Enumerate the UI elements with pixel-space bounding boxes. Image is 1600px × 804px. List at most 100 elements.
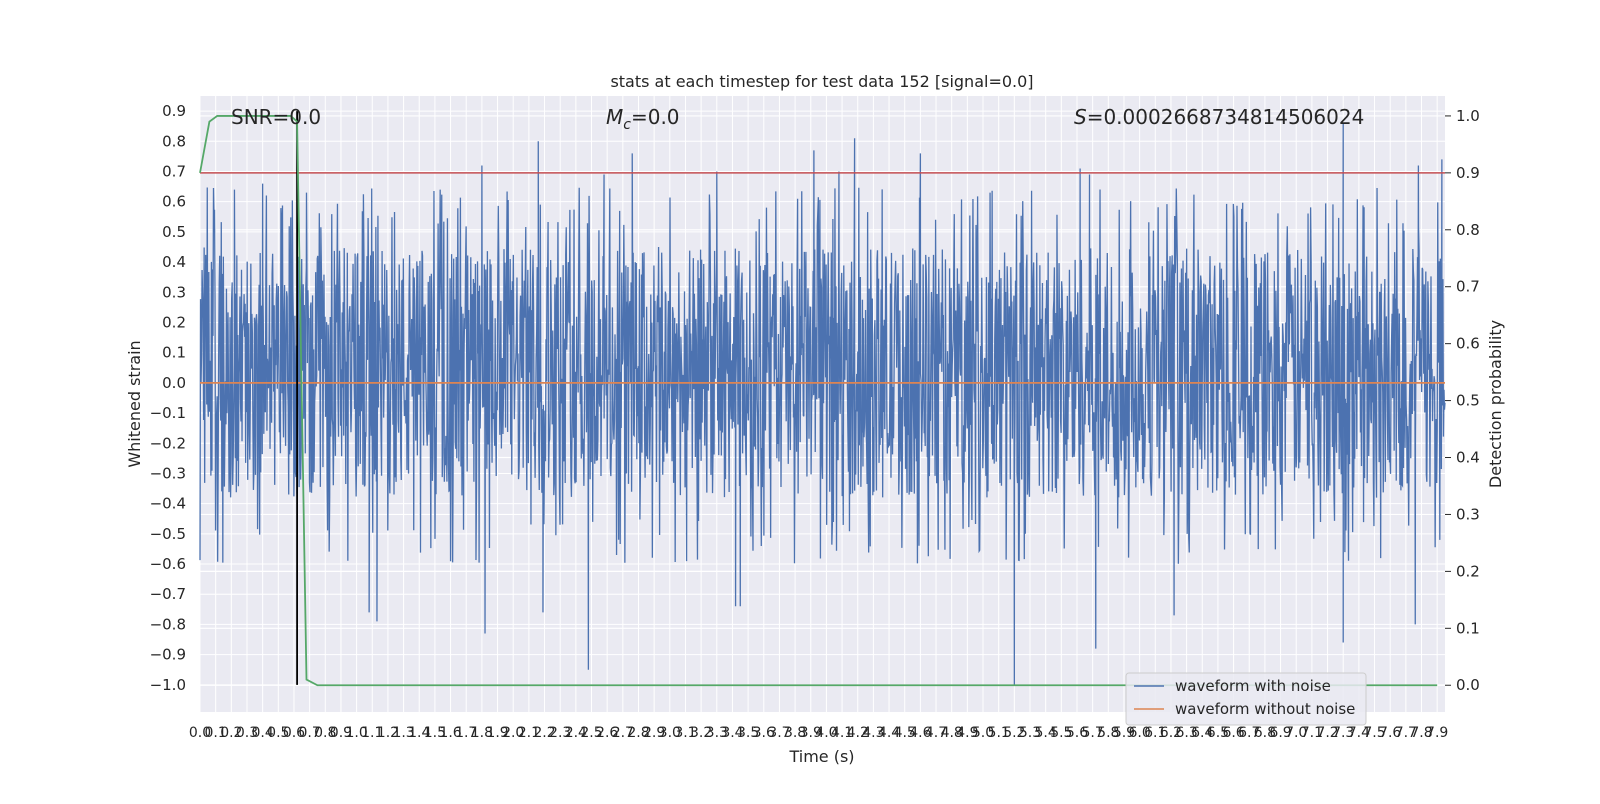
- y-tick-label: −0.6: [150, 555, 186, 573]
- x-tick-label: 6.1: [1144, 725, 1166, 741]
- x-tick-label: 1.9: [486, 725, 508, 741]
- x-tick-label: 1.5: [424, 725, 446, 741]
- y-tick-label: 0.5: [162, 223, 186, 241]
- y2-tick-label: 1.0: [1456, 107, 1480, 125]
- y-tick-label: 0.0: [162, 374, 186, 392]
- y-tick-label: −0.1: [150, 404, 186, 422]
- x-tick-label: 2.9: [643, 725, 665, 741]
- x-tick-label: 3.6: [753, 725, 775, 741]
- x-axis-ticks: 0.00.10.20.30.40.50.60.70.80.91.01.11.21…: [189, 725, 1448, 741]
- x-tick-label: 6.0: [1128, 725, 1150, 741]
- x-tick-label: 5.4: [1035, 725, 1057, 741]
- x-tick-label: 4.0: [815, 725, 837, 741]
- y-tick-label: 0.8: [162, 132, 186, 150]
- x-tick-label: 0.6: [283, 725, 305, 741]
- x-tick-label: 6.9: [1269, 725, 1291, 741]
- y-tick-label: −0.2: [150, 434, 186, 452]
- x-tick-label: 0.2: [220, 725, 242, 741]
- x-tick-label: 1.8: [471, 725, 493, 741]
- x-tick-label: 6.3: [1175, 725, 1197, 741]
- y-tick-label: −0.3: [150, 464, 186, 482]
- x-tick-label: 4.4: [878, 725, 900, 741]
- y2-tick-label: 0.5: [1456, 392, 1480, 410]
- x-tick-label: 2.3: [549, 725, 571, 741]
- x-tick-label: 1.2: [377, 725, 399, 741]
- x-tick-label: 1.4: [408, 725, 430, 741]
- x-tick-label: 3.3: [706, 725, 728, 741]
- x-tick-label: 0.1: [205, 725, 227, 741]
- chart-title: stats at each timestep for test data 152…: [610, 72, 1033, 91]
- x-tick-label: 1.0: [345, 725, 367, 741]
- x-tick-label: 4.9: [956, 725, 978, 741]
- x-tick-label: 5.2: [1003, 725, 1025, 741]
- x-tick-label: 4.7: [925, 725, 947, 741]
- x-tick-label: 7.4: [1348, 725, 1370, 741]
- x-tick-label: 5.1: [988, 725, 1010, 741]
- x-tick-label: 0.3: [236, 725, 258, 741]
- y2-axis-label: Detection probability: [1486, 320, 1505, 488]
- annotation-s-symbol: S: [1074, 105, 1087, 129]
- annotation-snr: SNR=0.0: [231, 105, 321, 129]
- x-tick-label: 4.8: [941, 725, 963, 741]
- x-tick-label: 2.8: [627, 725, 649, 741]
- y-tick-label: −0.9: [150, 646, 186, 664]
- x-tick-label: 3.1: [674, 725, 696, 741]
- y2-tick-label: 0.1: [1456, 619, 1480, 637]
- x-tick-label: 6.8: [1254, 725, 1276, 741]
- y-tick-label: 0.7: [162, 162, 186, 180]
- x-tick-label: 4.1: [831, 725, 853, 741]
- y-tick-label: −0.7: [150, 585, 186, 603]
- y2-tick-label: 0.6: [1456, 335, 1480, 353]
- x-tick-label: 7.0: [1285, 725, 1307, 741]
- y2-tick-label: 0.9: [1456, 164, 1480, 182]
- y-axis-label: Whitened strain: [125, 340, 144, 467]
- x-tick-label: 7.9: [1426, 725, 1448, 741]
- annotation-s-value: =0.0002668734814506024: [1087, 105, 1365, 129]
- series-overlays: [199, 111, 1445, 687]
- x-tick-label: 3.2: [690, 725, 712, 741]
- x-tick-label: 3.4: [721, 725, 743, 741]
- detection-probability-line: [199, 115, 1438, 687]
- legend-box: [1125, 672, 1367, 726]
- x-tick-label: 7.7: [1395, 725, 1417, 741]
- annotation-mc-symbol: M: [606, 105, 623, 129]
- x-tick-label: 0.9: [330, 725, 352, 741]
- y-tick-label: 0.4: [162, 253, 186, 271]
- x-tick-label: 6.4: [1191, 725, 1213, 741]
- y2-tick-label: 0.0: [1456, 676, 1480, 694]
- x-tick-label: 2.4: [565, 725, 587, 741]
- x-tick-label: 7.2: [1316, 725, 1338, 741]
- x-tick-label: 7.3: [1332, 725, 1354, 741]
- x-tick-label: 3.0: [659, 725, 681, 741]
- x-tick-label: 7.1: [1301, 725, 1323, 741]
- x-tick-label: 5.9: [1113, 725, 1135, 741]
- x-tick-label: 1.7: [455, 725, 477, 741]
- annotation-mc-subscript: c: [623, 117, 631, 133]
- y-tick-label: −0.8: [150, 615, 186, 633]
- series-waveform-with-noise: [199, 123, 1446, 685]
- x-tick-label: 5.3: [1019, 725, 1041, 741]
- x-tick-label: 1.1: [361, 725, 383, 741]
- x-tick-label: 3.5: [737, 725, 759, 741]
- y-tick-label: 0.9: [162, 102, 186, 120]
- x-tick-label: 7.8: [1410, 725, 1432, 741]
- y2-tick-label: 0.4: [1456, 449, 1480, 467]
- annotation-s: S=0.0002668734814506024: [1074, 105, 1364, 129]
- y2-tick-label: 0.2: [1456, 562, 1480, 580]
- legend-label-with-noise: waveform with noise: [1175, 677, 1331, 695]
- x-tick-label: 4.3: [862, 725, 884, 741]
- x-tick-label: 5.7: [1082, 725, 1104, 741]
- x-tick-label: 1.3: [392, 725, 414, 741]
- x-tick-label: 4.5: [894, 725, 916, 741]
- x-tick-label: 7.5: [1363, 725, 1385, 741]
- x-tick-label: 2.5: [580, 725, 602, 741]
- annotation-mc-value: =0.0: [631, 105, 680, 129]
- legend-label-without-noise: waveform without noise: [1175, 700, 1355, 718]
- x-tick-label: 2.2: [533, 725, 555, 741]
- x-tick-label: 5.6: [1066, 725, 1088, 741]
- x-tick-label: 0.7: [298, 725, 320, 741]
- x-tick-label: 4.2: [847, 725, 869, 741]
- x-tick-label: 0.5: [267, 725, 289, 741]
- x-tick-label: 3.9: [800, 725, 822, 741]
